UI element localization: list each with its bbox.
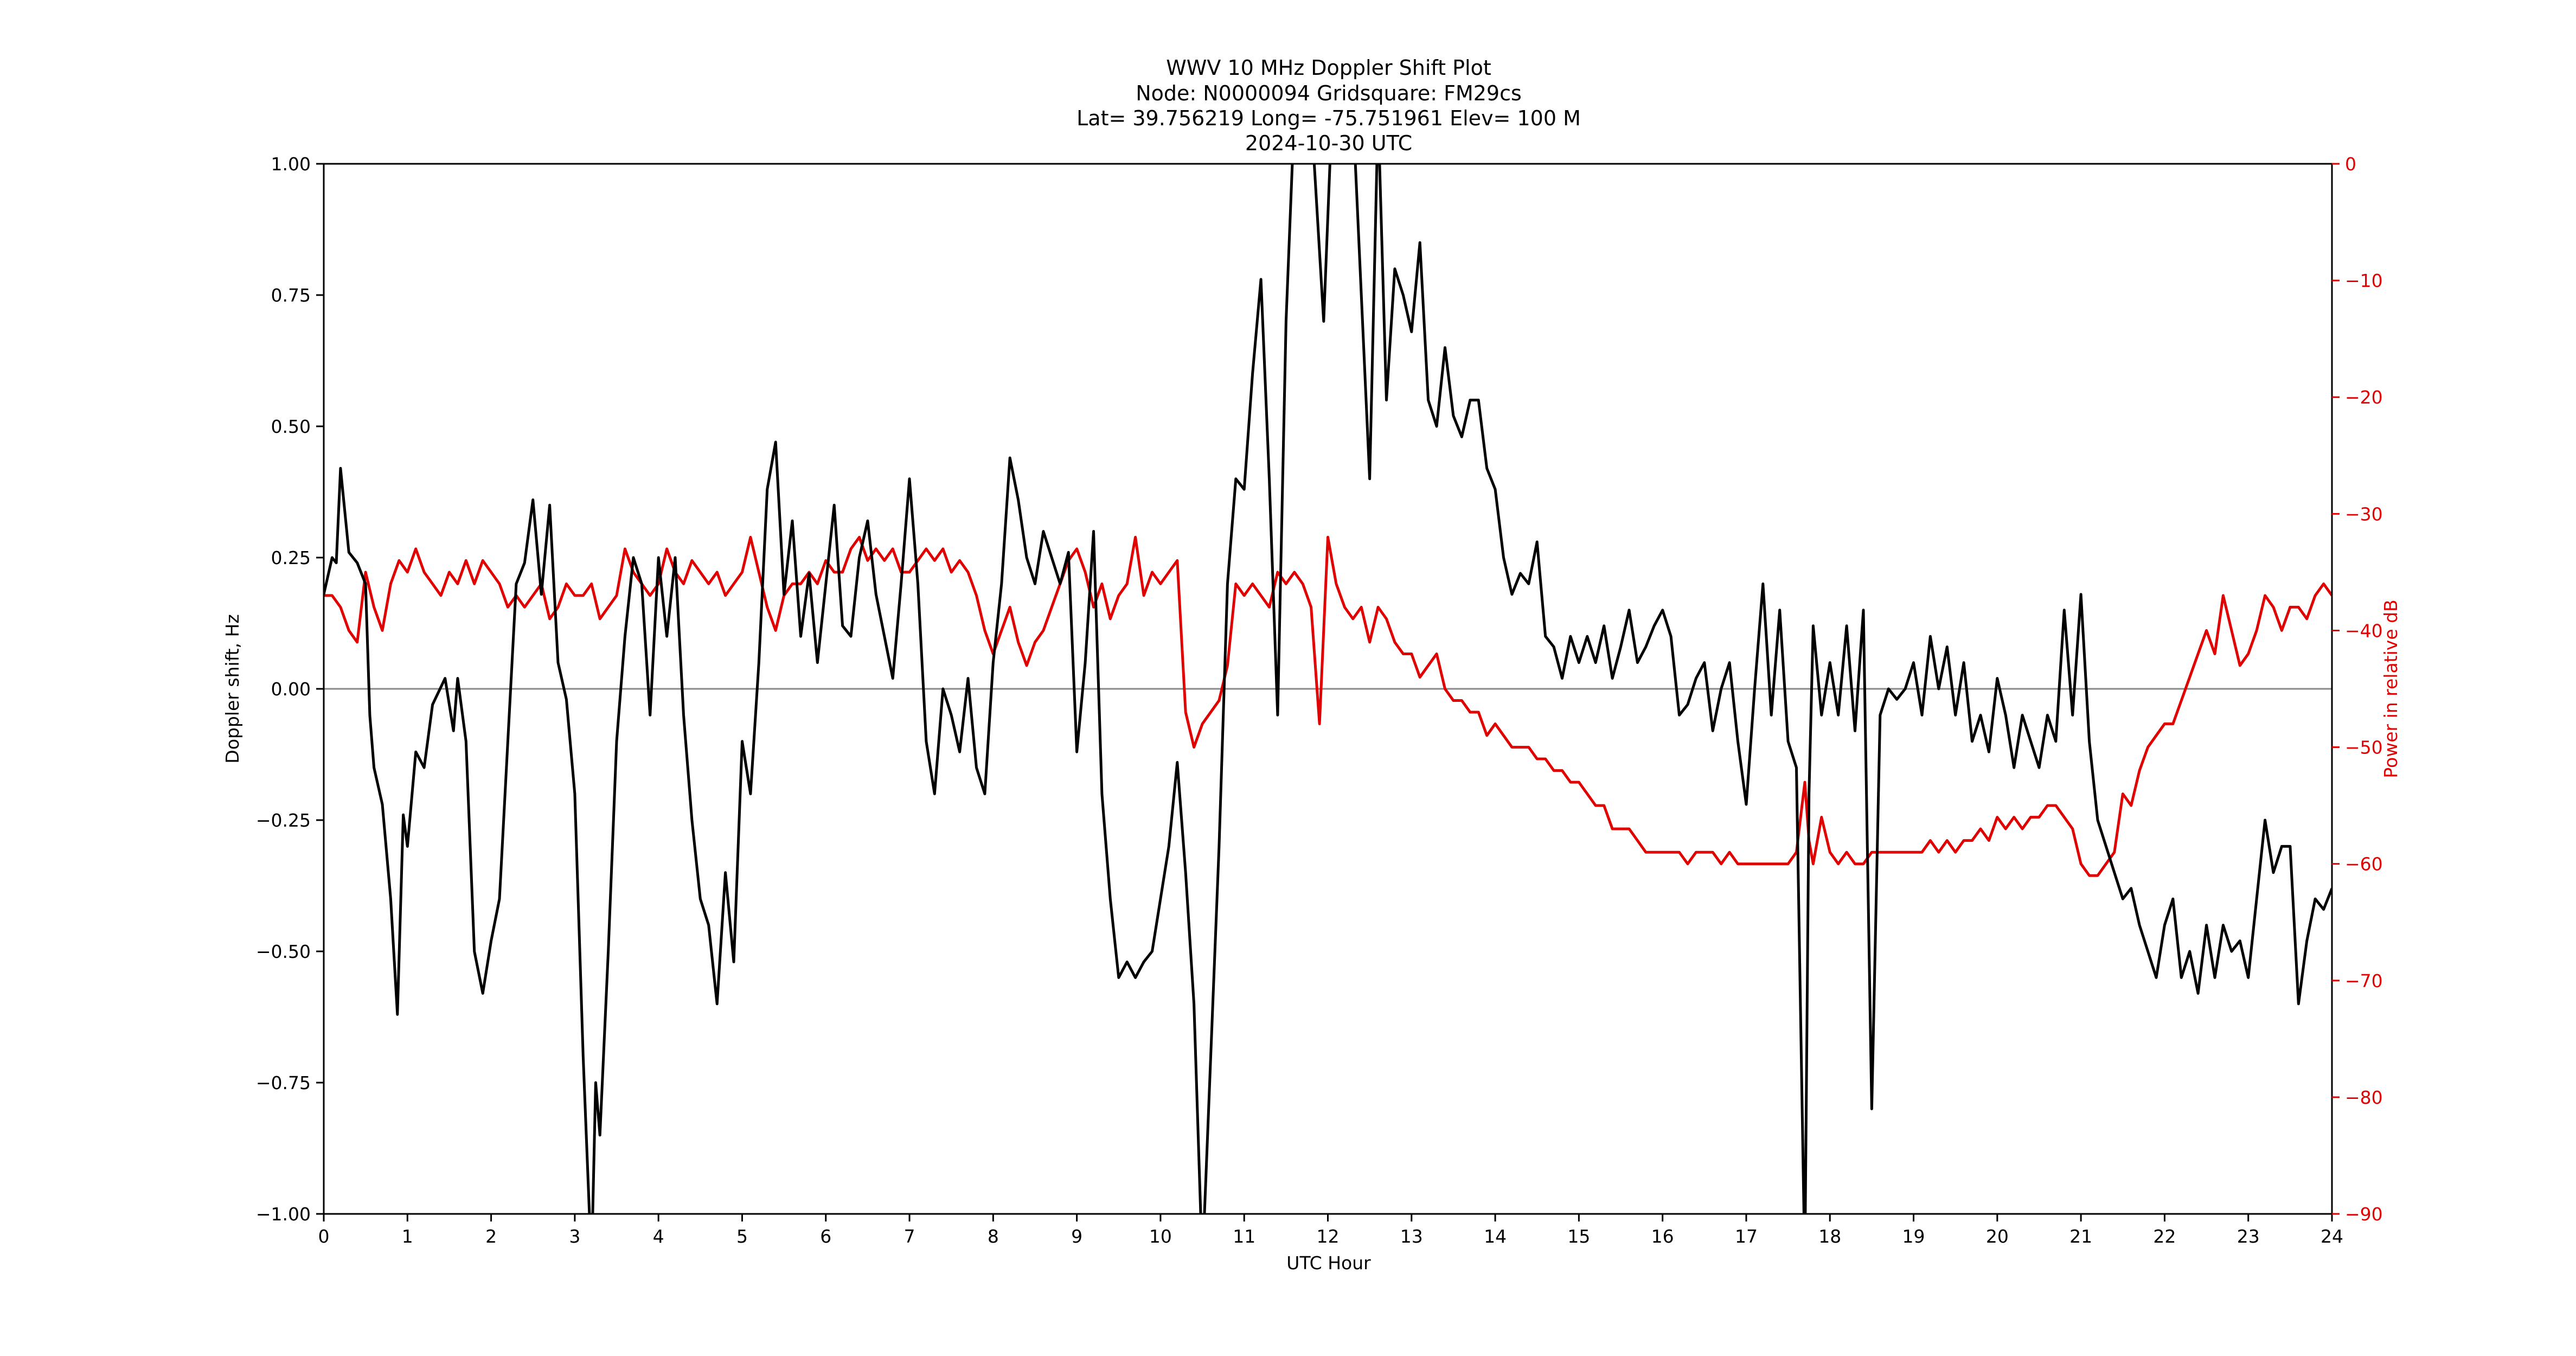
x-tick-label: 4	[653, 1226, 664, 1247]
y-tick-label-right: −30	[2345, 503, 2383, 525]
x-tick-label: 14	[1484, 1226, 1507, 1247]
y-tick-label-left: 0.75	[271, 285, 311, 306]
x-tick-label: 10	[1149, 1226, 1172, 1247]
y-tick-label-left: 0.00	[271, 679, 311, 700]
y-tick-label-left: −0.75	[256, 1072, 311, 1093]
title-line-1: WWV 10 MHz Doppler Shift Plot	[1166, 56, 1491, 80]
x-tick-label: 3	[569, 1226, 580, 1247]
y-tick-label-left: 0.25	[271, 547, 311, 568]
plot-area: 0 1 2 3 4 5 6 7 8 9 10 11 12 13 14 15 16 17 18 19 20 21 22 23 24…	[256, 153, 2383, 1247]
x-tick-label: 16	[1651, 1226, 1674, 1247]
y-axis-label-right: Power in relative dB	[2380, 599, 2401, 778]
x-tick-label: 22	[2153, 1226, 2176, 1247]
doppler-series-line	[324, 164, 2332, 1214]
x-tick-label: 17	[1735, 1226, 1758, 1247]
title-line-3: Lat= 39.756219 Long= -75.751961 Elev= 10…	[1076, 106, 1581, 130]
x-axis-label: UTC Hour	[1286, 1252, 1371, 1274]
y-tick-label-right: 0	[2345, 153, 2356, 175]
y-tick-label-left: 0.50	[271, 416, 311, 437]
y-tick-label-right: −60	[2345, 854, 2383, 875]
x-tick-label: 11	[1233, 1226, 1255, 1247]
y-tick-label-left: −0.50	[256, 941, 311, 962]
y-tick-label-left: −0.25	[256, 810, 311, 831]
y-tick-label-right: −90	[2345, 1204, 2383, 1225]
x-tick-label: 19	[1902, 1226, 1925, 1247]
x-tick-label: 15	[1567, 1226, 1590, 1247]
y-tick-label-right: −80	[2345, 1087, 2383, 1108]
x-tick-label: 6	[820, 1226, 831, 1247]
y-tick-label-right: −50	[2345, 737, 2383, 758]
x-tick-label: 5	[736, 1226, 748, 1247]
x-tick-label: 21	[2069, 1226, 2092, 1247]
x-tick-label: 20	[1986, 1226, 2009, 1247]
y-tick-label-right: −70	[2345, 970, 2383, 992]
x-tick-label: 8	[988, 1226, 999, 1247]
x-tick-label: 23	[2237, 1226, 2260, 1247]
x-tick-label: 7	[904, 1226, 915, 1247]
y-tick-label-left: 1.00	[271, 153, 311, 175]
x-tick-label: 24	[2321, 1226, 2343, 1247]
x-tick-label: 13	[1400, 1226, 1423, 1247]
x-tick-label: 18	[1818, 1226, 1841, 1247]
x-tick-label: 12	[1317, 1226, 1340, 1247]
chart-title: WWV 10 MHz Doppler Shift Plot Node: N000…	[1076, 56, 1581, 155]
x-tick-label: 9	[1071, 1226, 1082, 1247]
y-tick-label-left: −1.00	[256, 1204, 311, 1225]
title-line-4: 2024-10-30 UTC	[1245, 131, 1412, 155]
y-axis-label-left: Doppler shift, Hz	[222, 614, 243, 763]
y-tick-label-right: −40	[2345, 620, 2383, 641]
y-tick-label-right: −20	[2345, 387, 2383, 408]
x-tick-label: 2	[485, 1226, 497, 1247]
x-tick-label: 1	[402, 1226, 413, 1247]
title-line-2: Node: N0000094 Gridsquare: FM29cs	[1136, 81, 1522, 105]
y-tick-label-right: −10	[2345, 270, 2383, 291]
x-tick-label: 0	[318, 1226, 330, 1247]
